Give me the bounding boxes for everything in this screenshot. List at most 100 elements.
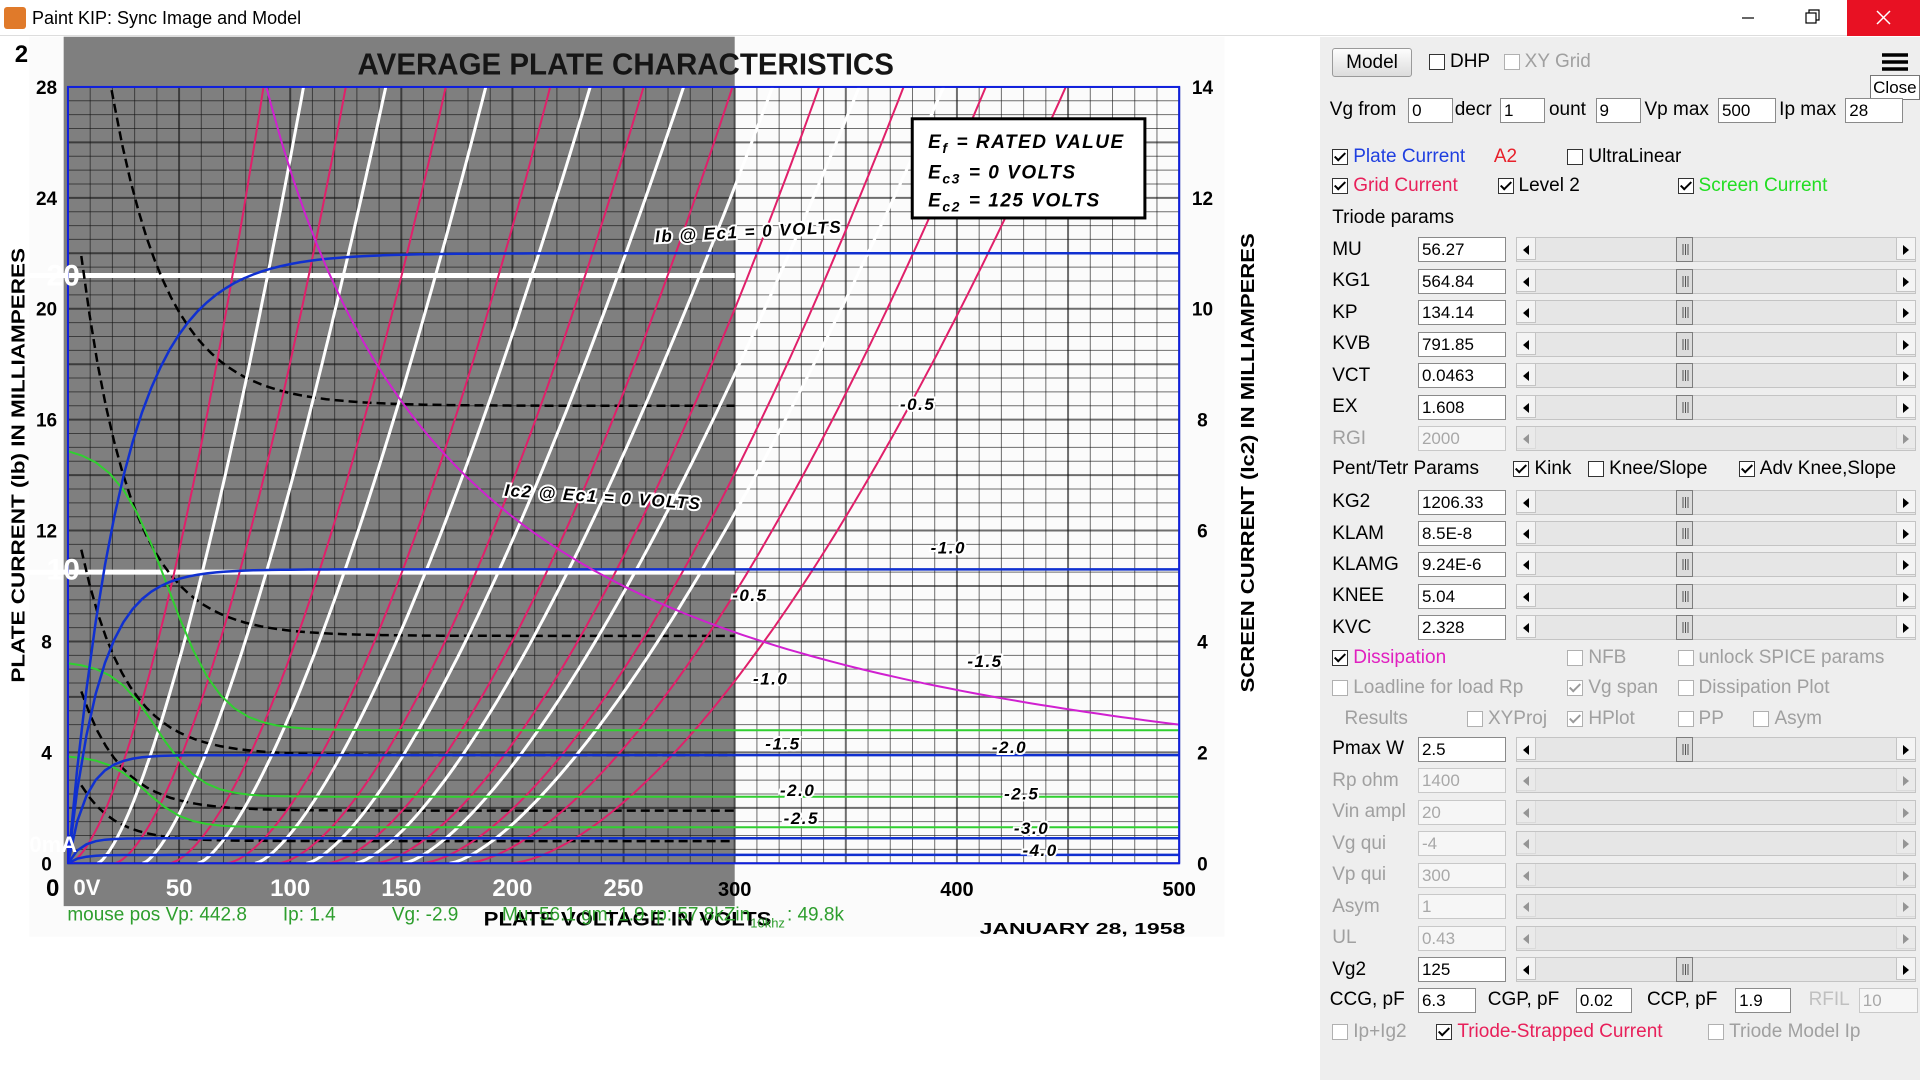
option-label[interactable]: NFB bbox=[1588, 646, 1627, 668]
option-label[interactable]: UltraLinear bbox=[1588, 145, 1682, 167]
checkbox[interactable] bbox=[1567, 680, 1584, 697]
checkbox[interactable] bbox=[1513, 460, 1530, 477]
checkbox[interactable] bbox=[1567, 649, 1584, 666]
slider-thumb[interactable] bbox=[1676, 363, 1694, 389]
slider[interactable] bbox=[1515, 331, 1917, 357]
slider-thumb[interactable] bbox=[1676, 489, 1694, 515]
option-label[interactable]: Plate Current bbox=[1353, 145, 1466, 167]
option-label[interactable]: Ip+Ig2 bbox=[1353, 1021, 1407, 1043]
text-field[interactable]: 28 bbox=[1845, 97, 1903, 123]
slider-arrow[interactable] bbox=[1515, 615, 1536, 639]
slider[interactable] bbox=[1515, 552, 1917, 578]
option-label[interactable]: Triode-Strapped Current bbox=[1457, 1021, 1663, 1043]
slider-arrow[interactable] bbox=[1896, 363, 1917, 387]
text-field[interactable]: 564.84 bbox=[1417, 268, 1507, 294]
checkbox[interactable] bbox=[1436, 1024, 1453, 1041]
slider-arrow[interactable] bbox=[1515, 363, 1536, 387]
text-field[interactable]: 1.9 bbox=[1735, 987, 1792, 1013]
slider-arrow[interactable] bbox=[1896, 489, 1917, 513]
slider-thumb[interactable] bbox=[1676, 268, 1694, 294]
slider[interactable] bbox=[1515, 237, 1917, 263]
checkbox[interactable] bbox=[1677, 649, 1694, 666]
option-label[interactable]: HPlot bbox=[1588, 707, 1635, 729]
text-field[interactable]: 125 bbox=[1417, 957, 1507, 983]
checkbox[interactable] bbox=[1677, 710, 1694, 727]
text-field[interactable]: 134.14 bbox=[1417, 300, 1507, 326]
slider-arrow[interactable] bbox=[1515, 521, 1536, 544]
slider[interactable] bbox=[1515, 489, 1917, 515]
checkbox[interactable] bbox=[1503, 54, 1520, 71]
text-field[interactable]: 1206.33 bbox=[1417, 489, 1507, 515]
option-label[interactable]: Level 2 bbox=[1518, 175, 1580, 197]
slider-arrow[interactable] bbox=[1896, 268, 1917, 292]
option-label[interactable]: Dissipation bbox=[1353, 646, 1447, 668]
slider[interactable] bbox=[1515, 736, 1917, 762]
slider-arrow[interactable] bbox=[1896, 552, 1917, 576]
slider-thumb[interactable] bbox=[1676, 583, 1694, 609]
slider-thumb[interactable] bbox=[1676, 521, 1694, 546]
slider-arrow[interactable] bbox=[1896, 615, 1917, 639]
checkbox[interactable] bbox=[1332, 680, 1349, 697]
checkbox[interactable] bbox=[1677, 178, 1694, 195]
slider[interactable] bbox=[1515, 583, 1917, 609]
option-label[interactable]: Knee/Slope bbox=[1609, 457, 1708, 479]
text-field[interactable]: 8.5E-8 bbox=[1417, 521, 1507, 546]
text-field[interactable]: 2.5 bbox=[1417, 736, 1507, 762]
slider[interactable] bbox=[1515, 300, 1917, 326]
slider[interactable] bbox=[1515, 615, 1917, 641]
option-label[interactable]: Vg span bbox=[1588, 677, 1659, 699]
option-label[interactable]: Adv Knee,Slope bbox=[1759, 457, 1897, 479]
slider-thumb[interactable] bbox=[1676, 237, 1694, 263]
slider-arrow[interactable] bbox=[1896, 237, 1917, 261]
checkbox[interactable] bbox=[1753, 710, 1770, 727]
text-field[interactable]: 9 bbox=[1595, 97, 1641, 123]
close-button[interactable] bbox=[1847, 0, 1920, 36]
slider-thumb[interactable] bbox=[1676, 394, 1694, 420]
slider-arrow[interactable] bbox=[1515, 736, 1536, 760]
slider-arrow[interactable] bbox=[1896, 736, 1917, 760]
checkbox[interactable] bbox=[1332, 1024, 1349, 1041]
option-label[interactable]: DHP bbox=[1449, 51, 1491, 73]
text-field[interactable]: 0.0463 bbox=[1417, 363, 1507, 389]
slider-arrow[interactable] bbox=[1515, 394, 1536, 418]
option-label[interactable]: Screen Current bbox=[1698, 175, 1828, 197]
checkbox[interactable] bbox=[1708, 1024, 1725, 1041]
slider-thumb[interactable] bbox=[1676, 736, 1694, 762]
slider-arrow[interactable] bbox=[1896, 521, 1917, 544]
slider-thumb[interactable] bbox=[1676, 552, 1694, 578]
slider-arrow[interactable] bbox=[1896, 583, 1917, 607]
checkbox[interactable] bbox=[1332, 649, 1349, 666]
restore-button[interactable] bbox=[1784, 0, 1840, 36]
slider[interactable] bbox=[1515, 394, 1917, 420]
slider-arrow[interactable] bbox=[1515, 489, 1536, 513]
text-field[interactable]: 0.02 bbox=[1575, 987, 1633, 1013]
text-field[interactable]: 9.24E-6 bbox=[1417, 552, 1507, 578]
slider-thumb[interactable] bbox=[1676, 957, 1694, 983]
slider-arrow[interactable] bbox=[1515, 957, 1536, 981]
option-label[interactable]: Asym bbox=[1774, 707, 1822, 729]
option-label[interactable]: Dissipation Plot bbox=[1698, 677, 1830, 699]
slider-arrow[interactable] bbox=[1515, 583, 1536, 607]
slider-arrow[interactable] bbox=[1896, 300, 1917, 324]
slider-arrow[interactable] bbox=[1515, 331, 1536, 355]
slider[interactable] bbox=[1515, 268, 1917, 294]
option-label[interactable]: PP bbox=[1698, 707, 1724, 729]
option-label[interactable]: Grid Current bbox=[1353, 175, 1458, 197]
checkbox[interactable] bbox=[1466, 710, 1483, 727]
slider-arrow[interactable] bbox=[1515, 237, 1536, 261]
text-field[interactable]: 6.3 bbox=[1417, 987, 1476, 1013]
slider-arrow[interactable] bbox=[1515, 300, 1536, 324]
text-field[interactable]: 0 bbox=[1408, 97, 1454, 123]
slider-arrow[interactable] bbox=[1515, 552, 1536, 576]
checkbox[interactable] bbox=[1738, 460, 1755, 477]
menu-button[interactable] bbox=[1877, 49, 1913, 76]
checkbox[interactable] bbox=[1567, 148, 1584, 165]
slider-arrow[interactable] bbox=[1515, 268, 1536, 292]
option-label[interactable]: XY Grid bbox=[1524, 51, 1591, 73]
option-label[interactable]: unlock SPICE params bbox=[1698, 646, 1885, 668]
option-label[interactable]: Loadline for load Rp bbox=[1353, 677, 1524, 699]
slider-arrow[interactable] bbox=[1896, 957, 1917, 981]
slider[interactable] bbox=[1515, 521, 1917, 546]
text-field[interactable]: 1 bbox=[1500, 97, 1546, 123]
slider-thumb[interactable] bbox=[1676, 300, 1694, 326]
